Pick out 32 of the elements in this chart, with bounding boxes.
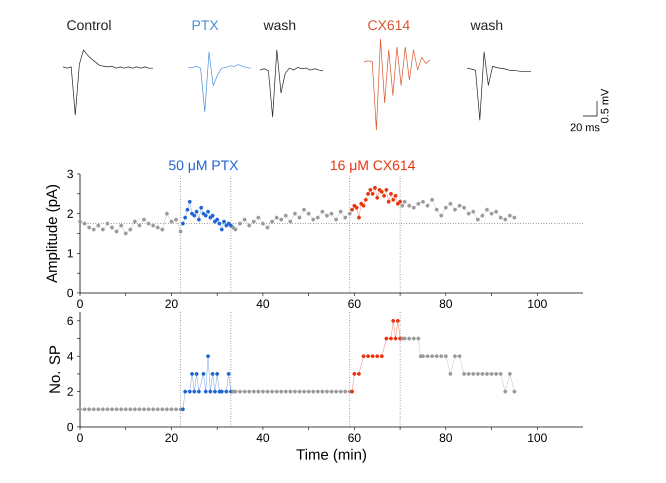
x-tick-label: 100 [528,434,547,442]
x-tick-label: 20 [165,434,178,442]
series-label: Control [67,20,111,30]
y-tick-label: 0 [67,422,74,432]
y-axis-title: No. SP [49,346,60,393]
y-tick-label: 1 [68,249,73,258]
y-tick-label: 2 [67,209,73,218]
text: 0.5 mV [600,88,608,123]
x-tick-label: 40 [256,434,270,442]
y-tick-label: 6 [67,316,73,326]
x-axis-title: Time (min) [296,448,366,463]
x-tick-label: 60 [348,434,361,442]
x-tick-label: 40 [256,300,270,308]
ref-line-label: 50 μM PTX [169,160,238,173]
y-tick-label: 3 [67,170,73,178]
y-tick-label: 0 [67,288,74,298]
x-tick-label: 80 [440,434,452,442]
series-label: wash [470,20,502,30]
y-axis-title: Amplitude (pA) [46,185,60,283]
x-tick-label: 0 [77,300,83,308]
series-label: PTX [192,20,218,30]
x-tick-label: 60 [348,300,361,308]
x-tick-label: 100 [528,300,547,308]
x-tick-label: 0 [77,434,83,442]
y-tick-label: 2 [67,387,73,396]
text: 20 ms [570,124,600,132]
x-tick-label: 20 [165,300,178,308]
x-tick-label: 80 [440,300,452,308]
series-label: CX614 [368,20,410,30]
y-tick-label: 4 [67,352,74,360]
ref-line-label: 16 μM CX614 [330,160,416,173]
series-label: wash [264,20,296,30]
